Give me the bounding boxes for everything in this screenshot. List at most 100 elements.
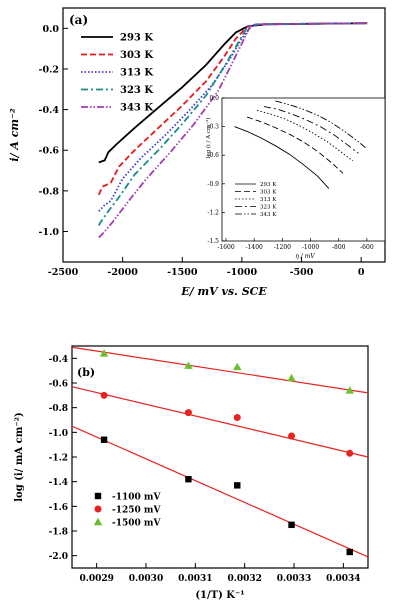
panel-a-x-tick-label: -1000 xyxy=(227,267,258,278)
panel-a-series-group xyxy=(97,22,368,239)
panel-b-y-axis-title: log (i/ mA cm⁻²) xyxy=(14,412,25,502)
panel-b-x-tick-label: 0.0030 xyxy=(129,574,163,584)
panel-b-point xyxy=(288,521,295,529)
panel-a-x-tick-label: 0 xyxy=(358,267,365,278)
inset-x-tick-label: -1000 xyxy=(302,244,319,251)
inset-x-tick-label: -1200 xyxy=(274,244,291,251)
inset-x-axis-title: η / mV xyxy=(295,253,315,260)
inset-series-line xyxy=(234,126,330,189)
panel-b-point xyxy=(185,476,192,483)
inset-y-tick-label: -1.2 xyxy=(207,209,219,216)
panel-a-legend-label: 303 K xyxy=(120,50,153,61)
panel-b-point xyxy=(234,482,241,489)
panel-b-chart: (b) -0.4 -0.6 -0.8 -1.0 -1.2 -1.4 -1.6 -1.8 -2.0… xyxy=(14,345,369,601)
panel-b-fit-line xyxy=(71,346,369,394)
inset-legend-label: 313 K xyxy=(260,197,277,203)
inset-legend-label: 303 K xyxy=(260,190,277,196)
panel-b-y-tick-label: -1.4 xyxy=(49,478,68,488)
panel-b-y-tick-label: -1.0 xyxy=(49,429,68,439)
panel-a-y-tick-label: -0.4 xyxy=(39,105,60,116)
inset-y-tick-label: 0.0 xyxy=(209,95,219,102)
panel-b-point xyxy=(287,373,296,382)
panel-a-x-axis-title: E/ mV vs. SCE xyxy=(180,285,267,298)
panel-a-series-line xyxy=(98,22,368,226)
panel-a-label: (a) xyxy=(69,13,88,27)
panel-b-fit-line xyxy=(71,425,369,558)
panel-b-point xyxy=(233,362,242,371)
panel-b-point xyxy=(346,449,354,457)
panel-b-point xyxy=(100,436,108,443)
panel-b-point xyxy=(100,391,108,399)
panel-b-legend-marker xyxy=(93,517,103,526)
panel-a-y-axis: 0.0 -0.2 -0.4 -0.6 -0.8 -1.0 xyxy=(39,24,68,238)
panel-b-x-tick-label: 0.0033 xyxy=(277,574,311,584)
panel-b-y-tick-label: -0.6 xyxy=(49,380,68,390)
panel-a-legend-label: 343 K xyxy=(120,103,153,114)
panel-b-label: (b) xyxy=(77,366,95,379)
panel-a-y-axis-title: i/ A cm⁻² xyxy=(8,108,21,162)
panel-a-legend-label: 293 K xyxy=(120,33,153,44)
inset-legend-label: 343 K xyxy=(260,212,277,218)
panel-a-legend-label: 313 K xyxy=(120,68,153,79)
panel-a-series-line xyxy=(97,22,368,196)
panel-b-series-group xyxy=(71,346,369,558)
inset-series-line xyxy=(263,106,359,154)
panel-a-legend: 293 K 303 K 313 K 323 K 343 K xyxy=(81,33,153,114)
panel-b-y-axis: -0.4 -0.6 -0.8 -1.0 -1.2 -1.4 -1.6 -1.8 -2.0 xyxy=(49,355,77,562)
panel-a-y-tick-label: -0.6 xyxy=(39,146,60,157)
inset-legend-label: 323 K xyxy=(260,205,277,211)
inset-x-tick-label: -800 xyxy=(332,244,346,251)
panel-b-point xyxy=(184,361,193,369)
panel-a-x-tick-label: -2500 xyxy=(48,267,79,278)
panel-b-point xyxy=(346,548,353,556)
inset-y-tick-label: -0.3 xyxy=(207,124,219,131)
panel-b-y-tick-label: -0.8 xyxy=(49,404,68,414)
panel-b-legend-marker xyxy=(94,492,102,500)
panel-b-y-tick-label: -1.2 xyxy=(49,454,68,464)
inset-x-tick-label: -1600 xyxy=(217,244,234,251)
panel-b-legend-label: -1100 mV xyxy=(112,493,161,503)
panel-b-plot-frame xyxy=(71,345,369,569)
panel-b-x-tick-label: 0.0032 xyxy=(227,574,261,584)
panel-b-legend-label: -1250 mV xyxy=(112,506,161,516)
panel-b-x-axis-title: (1/T) K⁻¹ xyxy=(195,590,244,601)
inset-series-line xyxy=(246,116,344,174)
inset-y-axis: 0.0 -0.3 -0.6 -0.9 -1.2 -1.5 xyxy=(207,95,225,245)
panel-a-y-tick-label: -0.8 xyxy=(39,186,60,197)
inset-series-line xyxy=(275,100,366,148)
panel-b-fit-line xyxy=(71,386,369,458)
panel-a-y-tick-label: -1.0 xyxy=(39,227,60,238)
panel-a-inset-background xyxy=(221,97,386,242)
inset-y-axis-title: log (i / A cm⁻²) xyxy=(205,118,212,159)
panel-a-series-line xyxy=(98,22,368,239)
inset-y-tick-label: -1.5 xyxy=(207,238,219,245)
inset-legend-label: 293 K xyxy=(260,182,277,188)
panel-b-y-tick-label: -2.0 xyxy=(49,552,68,562)
panel-a-x-tick-label: -2000 xyxy=(107,267,138,278)
panel-b-point xyxy=(345,386,354,394)
panel-b-x-tick-label: 0.0029 xyxy=(79,574,113,584)
inset-x-tick-label: -1400 xyxy=(246,244,263,251)
panel-b-point xyxy=(288,432,296,440)
inset-series-line xyxy=(256,109,354,162)
panel-b-y-tick-label: -1.6 xyxy=(49,503,68,513)
panel-a-chart: (a) 0.0 -0.2 -0.4 -0.6 -0.8 -1.0 -2500 -2000 -1… xyxy=(8,7,386,298)
panel-a-inset-chart: 0.0 -0.3 -0.6 -0.9 -1.2 -1.5 -1600 -1400 -1200 -… xyxy=(205,95,386,260)
panel-b-point xyxy=(233,414,241,422)
panel-a-x-axis: -2500 -2000 -1500 -1000 -500 0 xyxy=(48,257,365,278)
panel-b-legend: -1100 mV -1250 mV -1500 mV xyxy=(93,492,161,529)
panel-b-y-tick-label: -0.4 xyxy=(49,355,68,365)
inset-series-group xyxy=(234,100,366,189)
inset-y-tick-label: -0.9 xyxy=(207,181,219,188)
panel-a-y-tick-label: -0.2 xyxy=(39,64,59,75)
panel-b-x-tick-label: 0.0031 xyxy=(178,574,212,584)
inset-x-tick-label: -600 xyxy=(360,244,374,251)
panel-b-y-tick-label: -1.8 xyxy=(49,528,68,538)
inset-y-tick-label: -0.6 xyxy=(207,152,219,159)
panel-a-x-tick-label: -500 xyxy=(290,267,314,278)
panel-b-point xyxy=(184,409,192,417)
panel-b-legend-label: -1500 mV xyxy=(112,519,161,529)
panel-b-legend-marker xyxy=(94,505,102,513)
